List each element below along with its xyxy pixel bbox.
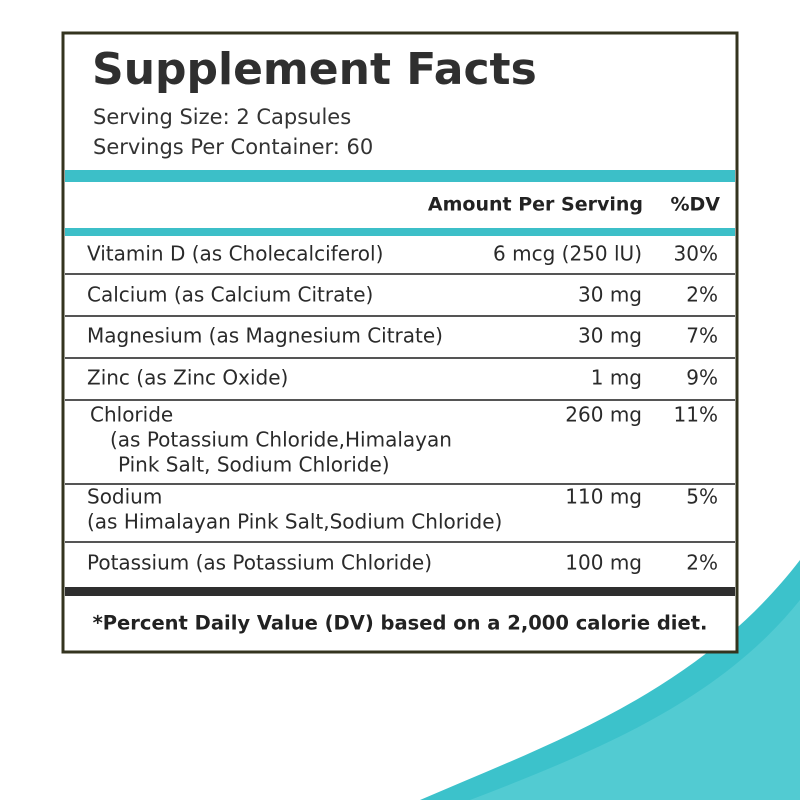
title: Supplement Facts	[92, 44, 537, 95]
nutrient-name: Potassium (as Potassium Chloride)	[87, 551, 432, 575]
row-divider	[65, 315, 735, 317]
daily-value: 2%	[686, 551, 718, 575]
label-box	[61, 31, 739, 654]
row-divider	[65, 541, 735, 543]
nutrient-name: Vitamin D (as Cholecalciferol)	[87, 242, 383, 266]
footnote: *Percent Daily Value (DV) based on a 2,0…	[93, 612, 708, 635]
amount: 110 mg	[565, 485, 642, 509]
daily-value: 7%	[686, 324, 718, 348]
amount: 1 mg	[591, 366, 642, 390]
daily-value: 11%	[674, 403, 718, 427]
teal-bar	[65, 228, 735, 236]
amount: 30 mg	[578, 283, 642, 307]
nutrient-name: Sodium	[87, 485, 162, 509]
amount: 100 mg	[565, 551, 642, 575]
nutrient-name: Magnesium (as Magnesium Citrate)	[87, 324, 443, 348]
teal-bar	[65, 170, 735, 182]
row-divider	[65, 399, 735, 401]
column-header: Amount Per Serving	[428, 194, 643, 216]
daily-value: 9%	[686, 366, 718, 390]
amount: 6 mcg (250 lU)	[493, 242, 642, 266]
row-divider	[65, 357, 735, 359]
nutrient-name: Pink Salt, Sodium Chloride)	[118, 453, 390, 477]
servings-per-container: Servings Per Container: 60	[93, 135, 373, 159]
daily-value: 5%	[686, 485, 718, 509]
nutrient-name: (as Himalayan Pink Salt,Sodium Chloride)	[87, 510, 502, 534]
column-header: %DV	[670, 194, 720, 216]
row-divider	[65, 273, 735, 275]
serving-size: Serving Size: 2 Capsules	[93, 105, 351, 129]
decor-curve-inner	[470, 600, 800, 800]
amount: 30 mg	[578, 324, 642, 348]
nutrient-name: Zinc (as Zinc Oxide)	[87, 366, 288, 390]
nutrient-name: Calcium (as Calcium Citrate)	[87, 283, 373, 307]
amount: 260 mg	[565, 403, 642, 427]
nutrient-name: Chloride	[90, 403, 173, 427]
daily-value: 30%	[674, 242, 718, 266]
nutrient-name: (as Potassium Chloride,Himalayan	[110, 428, 452, 452]
daily-value: 2%	[686, 283, 718, 307]
row-divider	[65, 483, 735, 485]
thick-bar	[65, 587, 735, 596]
